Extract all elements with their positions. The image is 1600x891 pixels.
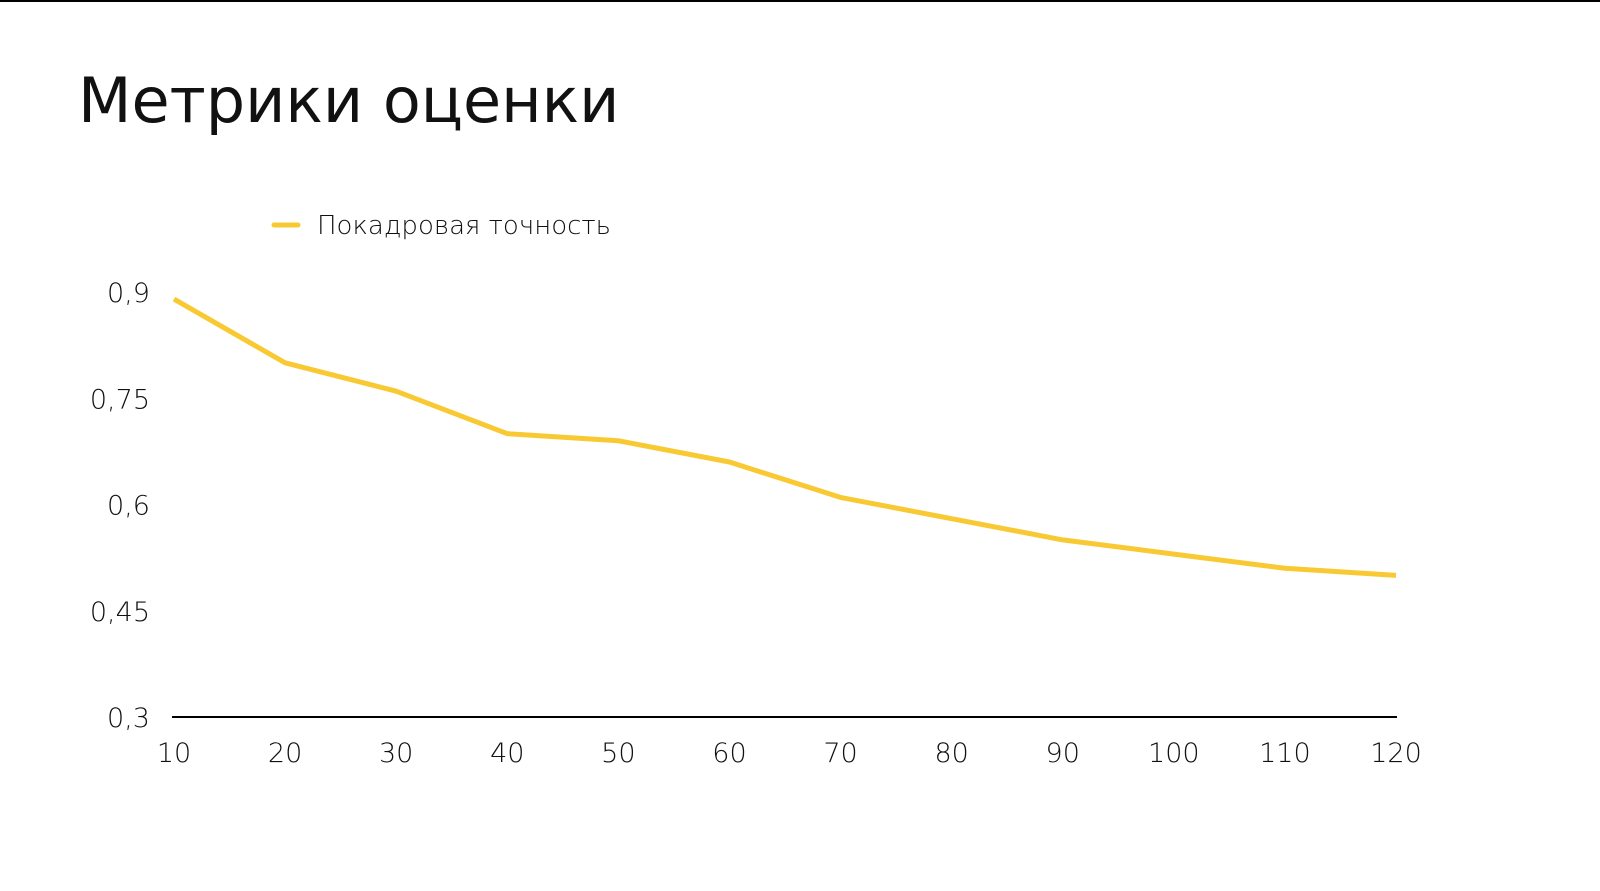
legend-label: Покадровая точность <box>317 211 611 241</box>
x-tick-label: 20 <box>268 738 302 769</box>
x-tick-label: 90 <box>1046 738 1080 769</box>
x-tick-label: 120 <box>1370 738 1422 769</box>
data-line <box>172 296 1397 578</box>
x-tick-label: 100 <box>1148 738 1200 769</box>
x-tick-label: 70 <box>823 738 857 769</box>
x-tick-label: 30 <box>379 738 413 769</box>
x-tick-label: 40 <box>490 738 524 769</box>
chart-title: Метрики оценки <box>78 64 619 137</box>
x-tick-label: 10 <box>157 738 191 769</box>
y-tick-label: 0,6 <box>107 491 150 522</box>
x-tick-label: 60 <box>712 738 746 769</box>
y-tick-label: 0,9 <box>107 278 150 309</box>
x-tick-label: 80 <box>934 738 968 769</box>
x-tick-label: 50 <box>601 738 635 769</box>
x-tick-label: 110 <box>1259 738 1311 769</box>
y-tick-label: 0,45 <box>90 597 150 628</box>
y-tick-label: 0,75 <box>90 384 150 415</box>
y-tick-label: 0,3 <box>107 703 150 734</box>
